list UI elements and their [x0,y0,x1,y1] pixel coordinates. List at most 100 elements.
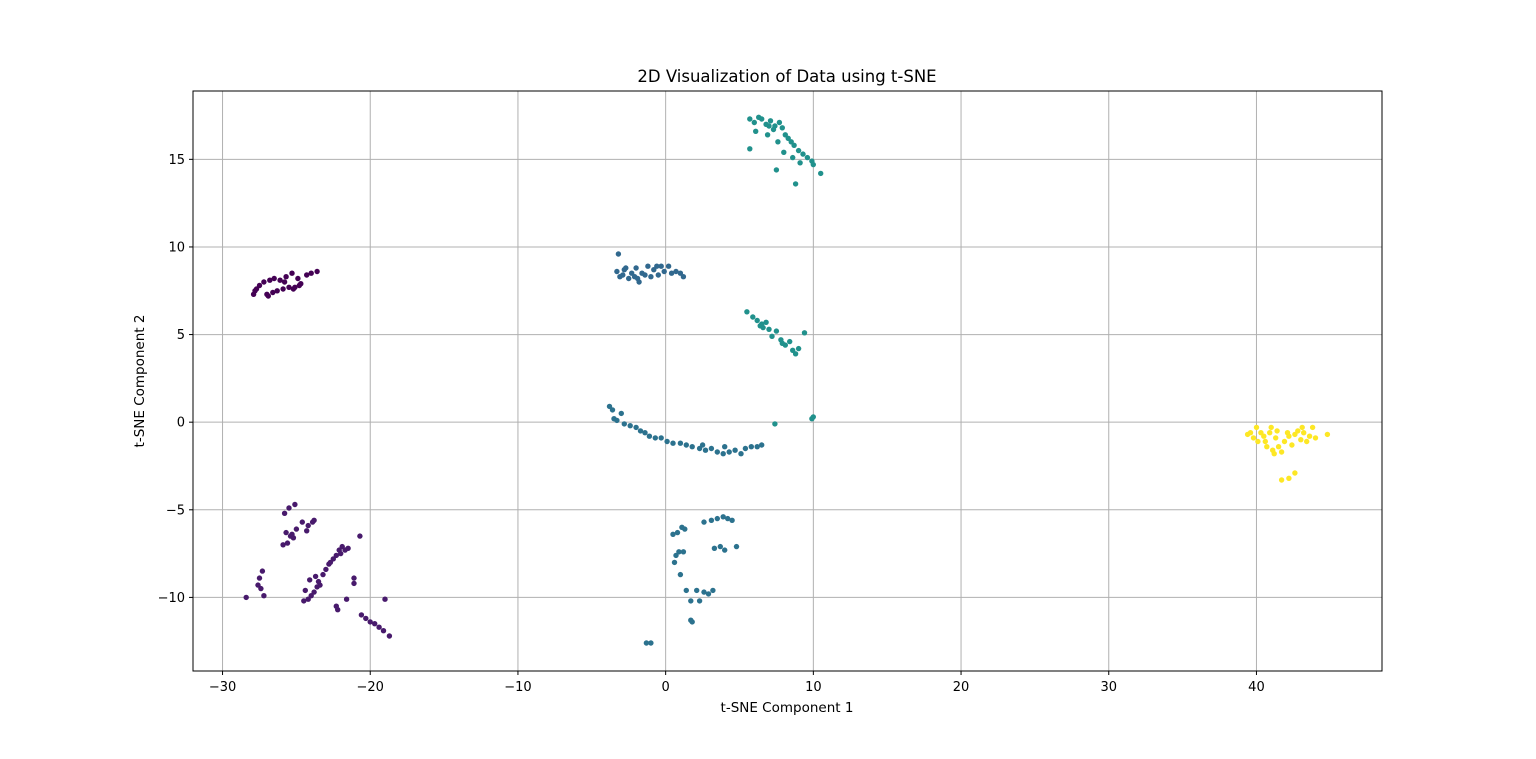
data-point [683,442,689,448]
data-point [725,515,731,522]
data-point [304,528,310,534]
data-point [680,549,687,555]
data-point [772,421,778,427]
data-point [694,587,700,594]
data-point [1262,438,1269,445]
data-point [289,270,295,276]
data-point [682,526,688,532]
data-point [1299,424,1305,431]
data-point [1298,437,1304,443]
data-point [382,596,388,602]
data-point [283,529,289,536]
x-tick-label: −30 [209,680,236,695]
data-point [775,139,781,145]
data-point [284,540,291,546]
data-point [759,321,765,327]
data-point [323,566,329,573]
data-point [308,593,314,599]
data-point [791,142,797,148]
data-point [1278,449,1285,455]
data-point [309,519,316,525]
data-point [305,596,311,602]
data-point [357,533,363,539]
data-point [333,552,339,559]
data-point [1264,444,1270,450]
data-point [256,575,263,581]
x-tick-label: 20 [953,680,970,695]
data-point [664,438,670,445]
data-point [748,444,754,450]
data-point [809,416,815,422]
data-point [773,167,780,173]
data-point [670,440,676,446]
data-point [773,328,780,334]
data-point [317,582,323,588]
data-point [293,526,300,532]
data-point [738,451,744,457]
data-point [634,275,641,282]
data-point [797,160,803,166]
data-point [1301,430,1307,436]
data-point [1267,430,1273,436]
data-point [699,442,706,448]
data-point [689,444,695,450]
data-point [658,435,664,441]
data-point [710,587,716,594]
data-point [717,543,723,550]
data-point [722,444,728,450]
data-point [290,286,297,292]
data-point [1273,435,1279,441]
data-point [763,319,769,325]
data-point [283,274,289,280]
data-point [720,451,726,457]
data-point [1289,442,1295,448]
data-point [621,421,627,427]
data-point [766,123,772,129]
data-point [676,549,682,555]
data-point [753,128,759,134]
data-point [766,326,772,332]
data-point [372,621,378,627]
data-point [643,640,650,646]
data-point [677,270,684,276]
data-point [1306,433,1313,439]
data-point [674,529,681,536]
data-point [792,351,799,357]
y-tick-label: 5 [177,328,185,343]
data-point [668,270,675,276]
data-point [701,589,707,595]
y-tick-label: −10 [158,591,185,606]
data-point [1312,435,1319,441]
data-point [380,628,387,634]
data-point [1324,431,1331,438]
data-point [785,135,791,141]
data-point [747,116,753,122]
data-point [606,403,613,410]
data-point [256,282,263,289]
data-point [747,146,753,152]
data-point [665,263,672,269]
data-point [614,268,620,275]
data-point [677,571,684,578]
data-point [759,116,765,122]
data-point [770,126,777,133]
data-point [267,277,273,283]
data-point [795,147,802,154]
data-point [1278,477,1285,483]
data-point [750,314,756,320]
data-point [335,607,341,613]
data-point [769,333,775,339]
data-point [1253,424,1260,431]
data-point [1250,435,1257,441]
data-point [804,154,811,161]
data-point [792,181,799,187]
data-point [688,598,694,604]
data-point [243,594,249,601]
data-point [779,125,785,131]
data-point [301,598,307,604]
data-point [308,270,314,276]
data-point [338,550,344,557]
data-point [286,284,292,290]
